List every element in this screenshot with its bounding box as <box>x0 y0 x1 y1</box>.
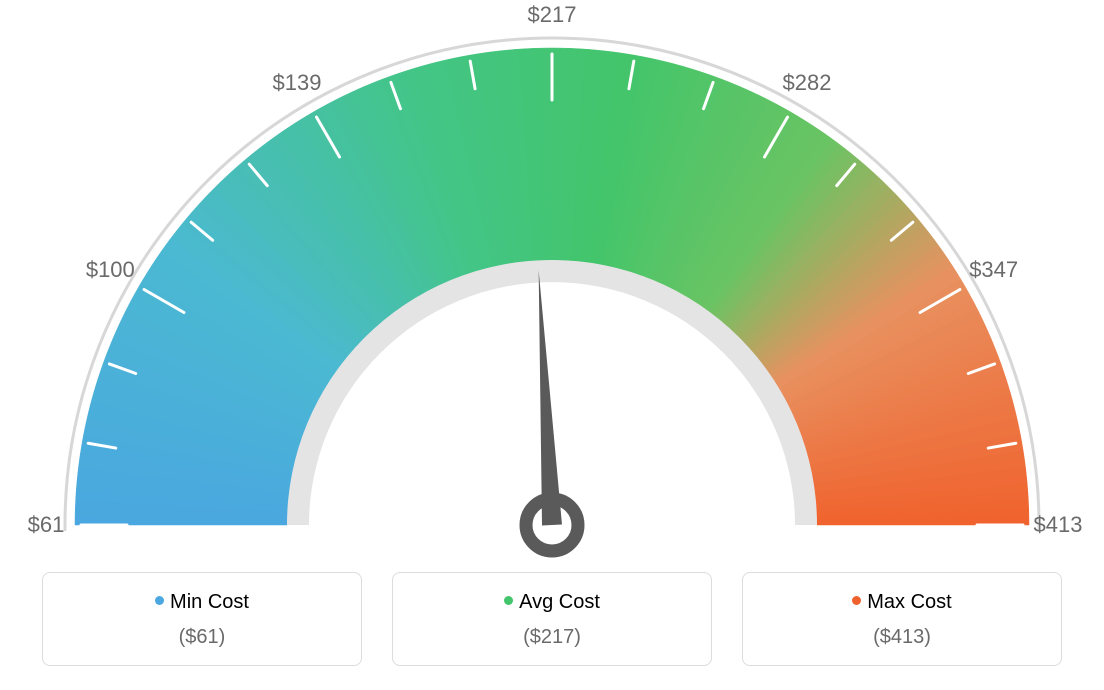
legend-label-max: Max Cost <box>867 591 951 613</box>
gauge-tick-label: $61 <box>28 512 65 538</box>
legend-title-max: Max Cost <box>753 591 1051 614</box>
legend-card-min: Min Cost ($61) <box>42 572 362 666</box>
gauge-tick-label: $282 <box>783 70 832 96</box>
legend-value-max: ($413) <box>753 626 1051 649</box>
legend-title-min: Min Cost <box>53 591 351 614</box>
gauge-chart: $61 $100 $139 $217 $282 $347 $413 <box>0 0 1104 560</box>
legend-card-max: Max Cost ($413) <box>742 572 1062 666</box>
gauge-tick-label: $413 <box>1034 512 1083 538</box>
gauge-tick-label: $139 <box>273 70 322 96</box>
legend-value-min: ($61) <box>53 626 351 649</box>
legend-title-avg: Avg Cost <box>403 591 701 614</box>
gauge-tick-label: $100 <box>86 257 135 283</box>
legend-row: Min Cost ($61) Avg Cost ($217) Max Cost … <box>42 572 1062 666</box>
legend-dot-min <box>155 596 164 605</box>
gauge-tick-label: $347 <box>969 257 1018 283</box>
legend-value-avg: ($217) <box>403 626 701 649</box>
cost-gauge-widget: $61 $100 $139 $217 $282 $347 $413 Min Cost ($6… <box>0 0 1104 690</box>
legend-label-avg: Avg Cost <box>519 591 600 613</box>
gauge-tick-label: $217 <box>528 2 577 28</box>
legend-dot-avg <box>504 596 513 605</box>
legend-label-min: Min Cost <box>170 591 249 613</box>
legend-dot-max <box>852 596 861 605</box>
legend-card-avg: Avg Cost ($217) <box>392 572 712 666</box>
